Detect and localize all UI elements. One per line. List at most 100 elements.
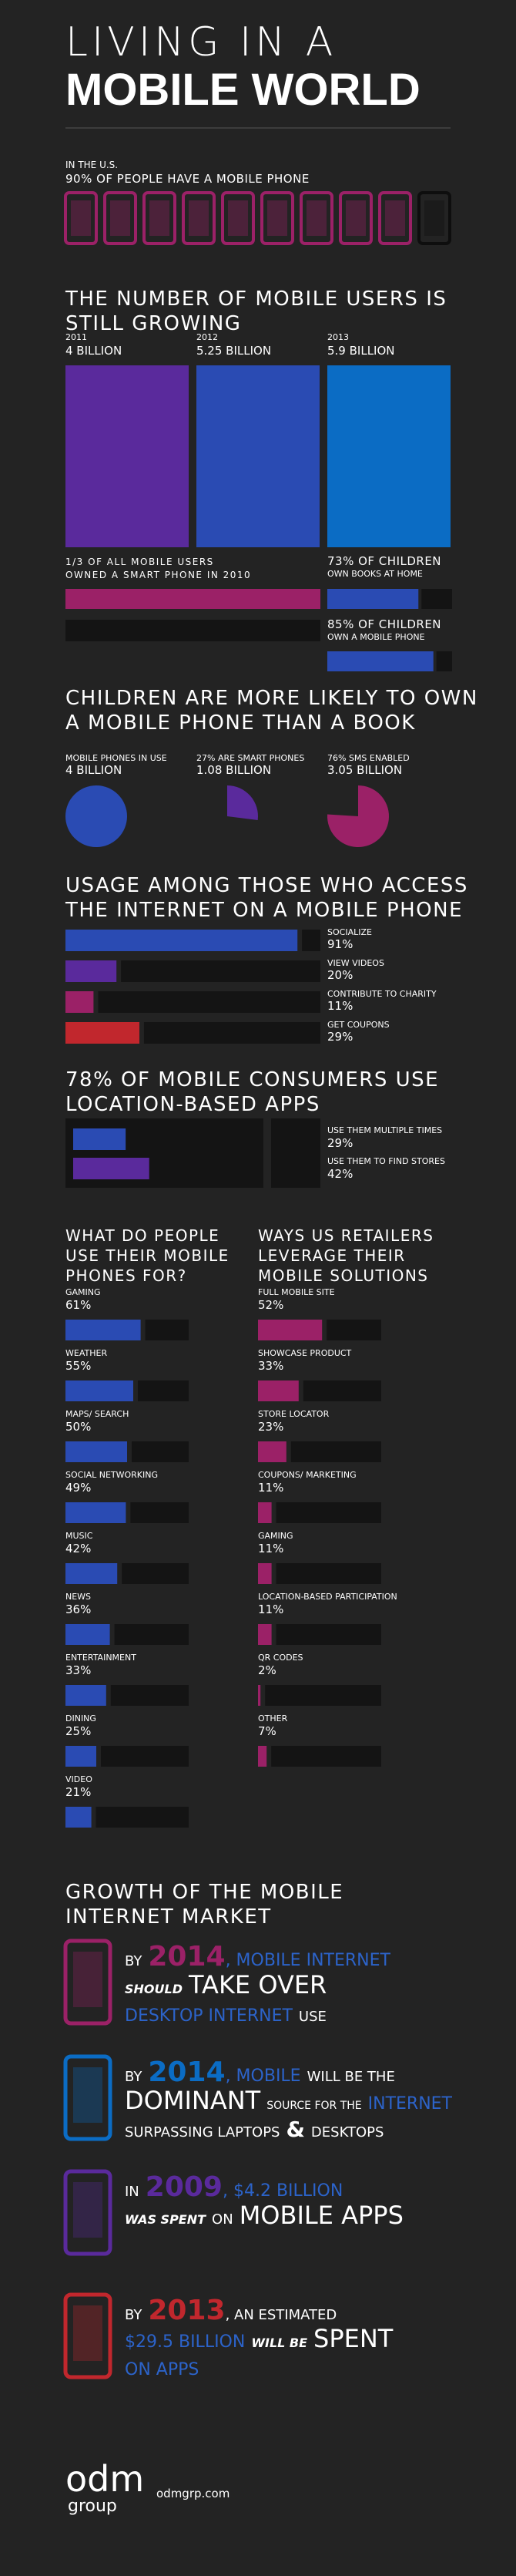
column-bar <box>258 1380 299 1401</box>
usage-bar <box>65 991 94 1013</box>
growth-text: IN <box>125 2184 139 2200</box>
column-bar <box>65 1624 110 1645</box>
track <box>302 930 320 951</box>
pie-value: 1.08 BILLION <box>196 763 271 777</box>
column-title: WHAT DO PEOPLE <box>65 1226 219 1245</box>
growth-text: WAS SPENT <box>125 2212 206 2227</box>
section-title: CHILDREN ARE MORE LIKELY TO OWN <box>65 687 478 710</box>
logo-bottom: group <box>68 2497 117 2516</box>
pie <box>65 785 127 847</box>
track <box>143 1022 320 1044</box>
pie-label: 27% ARE SMART PHONES <box>196 753 304 763</box>
growth-line: SHOULD TAKE OVER <box>125 1970 327 1999</box>
growth-text: DOMINANT <box>125 2086 261 2115</box>
usage-label: GET COUPONS <box>327 1020 390 1030</box>
phones-label: IN THE U.S. <box>65 160 118 170</box>
growth-line: DESKTOP INTERNET USE <box>125 2006 327 2026</box>
growth-line: SURPASSING LAPTOPS & DESKTOPS <box>125 2117 384 2142</box>
pie-value: 3.05 BILLION <box>327 763 402 777</box>
phone-icon <box>103 191 137 245</box>
growth-text: SHOULD <box>125 1982 183 1996</box>
column-bar <box>258 1320 323 1340</box>
location-value: 29% <box>327 1136 353 1150</box>
column-bar <box>65 1746 96 1767</box>
column-bar <box>258 1624 272 1645</box>
growth-text: 2014 <box>148 2056 225 2088</box>
column-value: 33% <box>258 1359 283 1373</box>
growth-phone <box>63 1939 112 2026</box>
growth-line: BY 2014, MOBILE INTERNET <box>125 1941 391 1972</box>
child-stat: 73% OF CHILDREN <box>327 554 441 568</box>
track <box>98 991 320 1013</box>
phone-icon <box>339 191 373 245</box>
growth-text: SOURCE FOR THE <box>266 2100 361 2112</box>
growth-text: SURPASSING LAPTOPS <box>125 2124 280 2141</box>
phone-screen <box>385 200 405 236</box>
track <box>271 1746 381 1767</box>
phone-screen <box>307 200 327 236</box>
growth-text: , $4.2 BILLION <box>223 2181 343 2201</box>
column-label: MUSIC <box>65 1531 93 1541</box>
growth-line: ON APPS <box>125 2360 199 2379</box>
child-bar <box>327 651 434 671</box>
column-value: 11% <box>258 1542 283 1555</box>
column-value: 36% <box>65 1602 91 1616</box>
phone-icon <box>417 191 451 245</box>
track <box>101 1746 189 1767</box>
growth-line: BY 2014, MOBILE WILL BE THE <box>125 2056 395 2088</box>
column-value: 52% <box>258 1298 283 1312</box>
usage-label: VIEW VIDEOS <box>327 958 384 968</box>
growth-text: 2014 <box>148 1941 225 1972</box>
growth-text: DESKTOPS <box>311 2124 384 2141</box>
column-value: 21% <box>65 1785 91 1799</box>
smartphone-label: OWNED A SMART PHONE IN 2010 <box>65 570 251 580</box>
column-title: WAYS US RETAILERS <box>258 1226 434 1245</box>
location-label: USE THEM TO FIND STORES <box>327 1156 445 1166</box>
track <box>121 960 320 982</box>
pie-label: MOBILE PHONES IN USE <box>65 753 167 763</box>
track <box>122 1563 189 1584</box>
column-value: 61% <box>65 1298 91 1312</box>
growth-text: MOBILE APPS <box>240 2201 404 2230</box>
growth-line: DOMINANT SOURCE FOR THE INTERNET <box>125 2086 453 2115</box>
phone-screen <box>110 200 130 236</box>
column-value: 23% <box>258 1420 283 1434</box>
column-bar <box>258 1441 286 1462</box>
growth-text: SPENT <box>313 2324 394 2353</box>
section-title: THE NUMBER OF MOBILE USERS IS <box>65 288 447 311</box>
column-bar <box>258 1746 267 1767</box>
track <box>276 1624 381 1645</box>
phone-icon <box>378 191 412 245</box>
column-value: 49% <box>65 1481 91 1495</box>
section-title: STILL GROWING <box>65 312 241 335</box>
phone-icon <box>260 191 294 245</box>
growth-phone <box>63 2054 112 2141</box>
url: odmgrp.com <box>156 2487 230 2500</box>
column-label: GAMING <box>65 1287 101 1297</box>
column-label: QR CODES <box>258 1653 303 1663</box>
usage-bar <box>65 1022 139 1044</box>
section-title: 78% OF MOBILE CONSUMERS USE <box>65 1068 439 1091</box>
growth-text: INTERNET <box>368 2094 453 2114</box>
column-value: 7% <box>258 1724 276 1738</box>
smartphone-label: 1/3 OF ALL MOBILE USERS <box>65 557 214 567</box>
track <box>145 1320 189 1340</box>
column-label: MAPS/ SEARCH <box>65 1409 129 1419</box>
child-label: OWN BOOKS AT HOME <box>327 569 423 579</box>
growth-text: , AN ESTIMATED <box>226 2307 337 2323</box>
section-title: A MOBILE PHONE THAN A BOOK <box>65 711 416 735</box>
column-value: 50% <box>65 1420 91 1434</box>
title-bottom: MOBILE WORLD <box>65 65 421 115</box>
column-title: LEVERAGE THEIR <box>258 1246 406 1265</box>
column-title: MOBILE SOLUTIONS <box>258 1266 429 1285</box>
column-label: VIDEO <box>65 1774 92 1784</box>
column-label: WEATHER <box>65 1348 107 1358</box>
column-label: LOCATION-BASED PARTICIPATION <box>258 1592 397 1602</box>
growth-text: , MOBILE <box>226 2067 301 2086</box>
column-label: SOCIAL NETWORKING <box>65 1470 158 1480</box>
growth-text: BY <box>125 2069 142 2085</box>
growth-text: BY <box>125 2307 142 2323</box>
pie-slice <box>327 785 389 848</box>
column-label: ENTERTAINMENT <box>65 1653 136 1663</box>
section-title: GROWTH OF THE MOBILE <box>65 1881 343 1904</box>
